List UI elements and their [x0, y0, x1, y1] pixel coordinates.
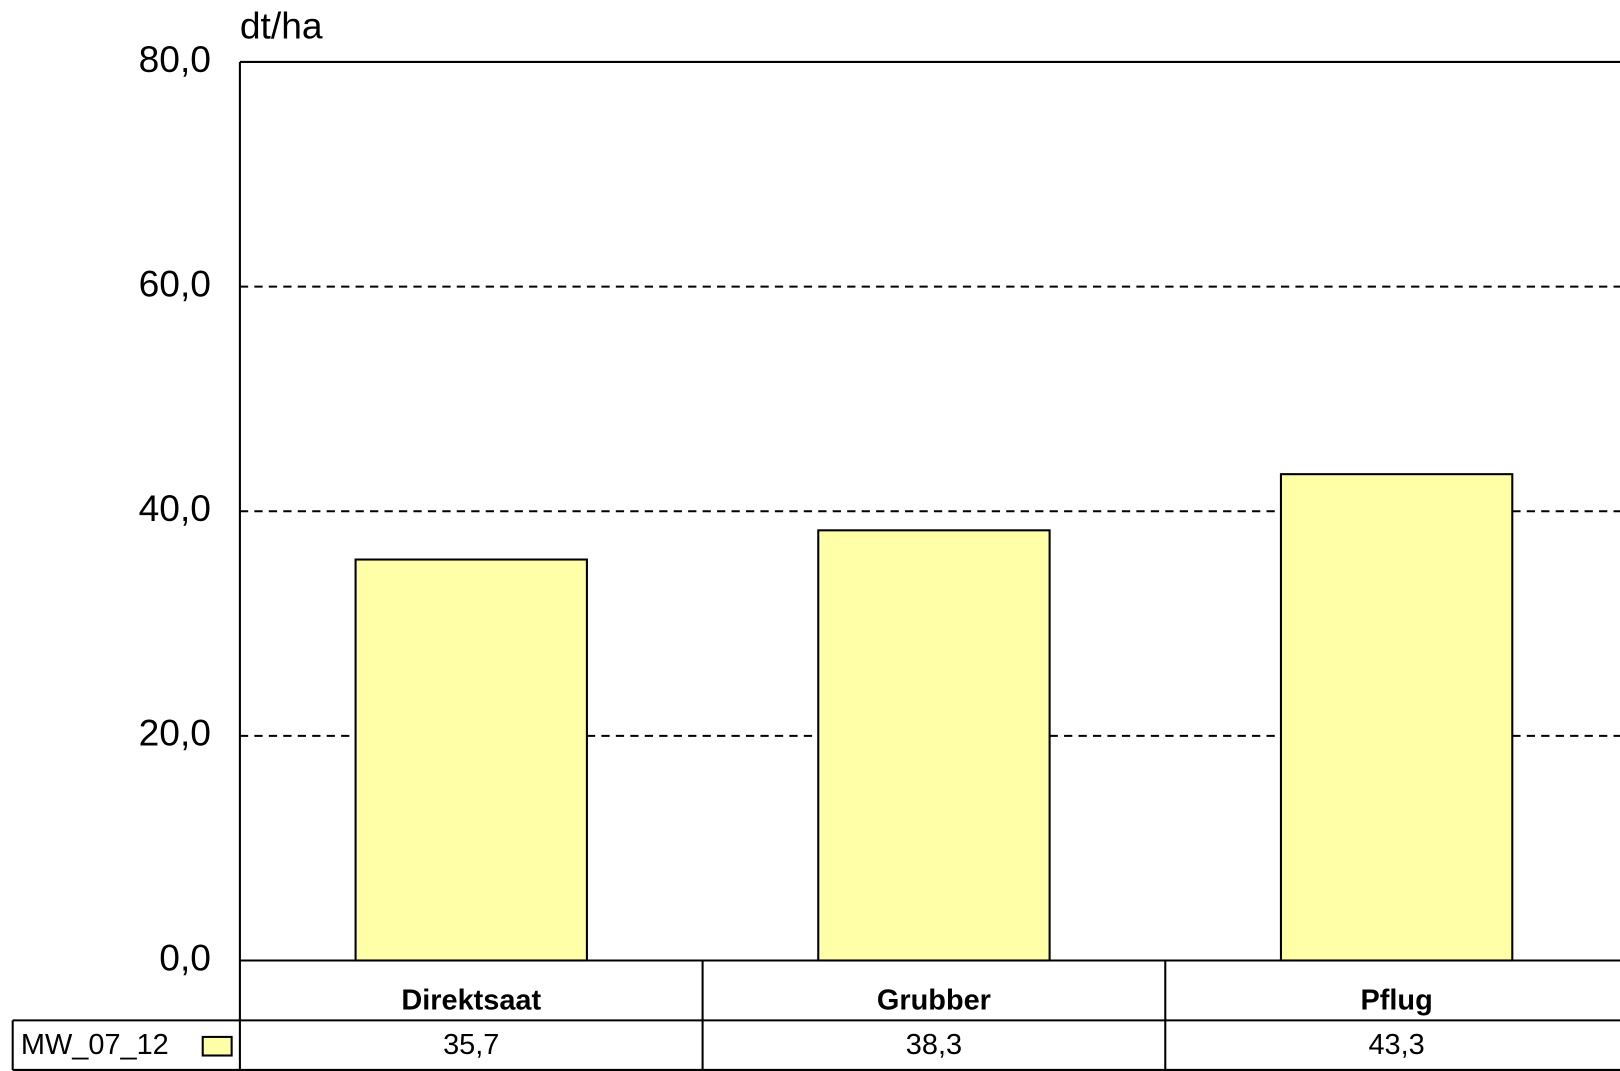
legend-swatch — [201, 1035, 233, 1057]
value-label: 38,3 — [906, 1029, 962, 1061]
y-tick-label: 20,0 — [139, 712, 211, 754]
y-axis-label: dt/ha — [240, 5, 323, 47]
category-label: Pflug — [1360, 984, 1432, 1016]
category-label: Direktsaat — [401, 984, 541, 1016]
y-tick-label: 80,0 — [139, 38, 211, 80]
value-label: 35,7 — [443, 1029, 499, 1061]
bar — [354, 558, 588, 962]
legend-label: MW_07_12 — [21, 1029, 169, 1061]
bar — [1279, 473, 1514, 962]
y-tick-label: 60,0 — [139, 262, 211, 304]
category-label: Grubber — [877, 984, 991, 1016]
value-label: 43,3 — [1368, 1029, 1424, 1061]
y-tick-label: 40,0 — [139, 487, 211, 529]
bar — [817, 529, 1051, 962]
y-tick-label: 0,0 — [159, 936, 211, 978]
